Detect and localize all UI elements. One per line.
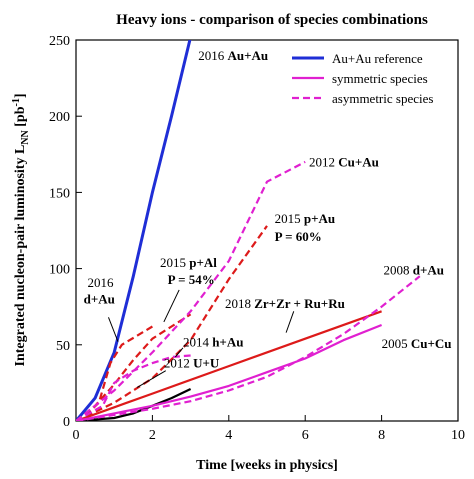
y-axis-label-unit: [pb bbox=[13, 106, 28, 130]
legend-label: Au+Au reference bbox=[332, 51, 423, 66]
x-tick-label: 6 bbox=[302, 428, 309, 443]
series-line-2014-h-au bbox=[76, 354, 191, 421]
annotation-label: 2012 Cu+Au bbox=[309, 154, 379, 169]
x-tick-label: 10 bbox=[451, 428, 465, 443]
plot-frame bbox=[75, 39, 459, 422]
y-tick-label: 100 bbox=[49, 263, 70, 278]
y-axis-label-subscript: NN bbox=[20, 129, 31, 144]
y-axis-label-main: Integrated nucleon-pair luminosity L bbox=[13, 145, 28, 367]
x-tick-label: 0 bbox=[73, 428, 80, 443]
y-axis-label-unit-close: ] bbox=[13, 93, 28, 98]
y-tick-label: 200 bbox=[49, 110, 70, 125]
annotation-label: 2014 h+Au bbox=[183, 334, 244, 349]
series-line-2005-cu-cu bbox=[76, 323, 383, 421]
series-line-2018-zr-zr-ru-ru bbox=[76, 310, 382, 421]
annotation-label: 2005 Cu+Cu bbox=[382, 336, 452, 351]
annotation-pointer bbox=[108, 317, 119, 342]
y-tick-label: 0 bbox=[63, 415, 70, 430]
annotation-pointer bbox=[174, 347, 184, 358]
y-axis-label-unit-exponent: -1 bbox=[11, 98, 22, 106]
x-axis-label: Time [weeks in physics] bbox=[196, 458, 338, 473]
annotation-label: P = 60% bbox=[275, 229, 322, 244]
legend-label: asymmetric species bbox=[332, 91, 433, 106]
annotation-label: 2012 U+U bbox=[164, 356, 220, 371]
y-axis-label: Integrated nucleon-pair luminosity LNN [… bbox=[11, 93, 31, 366]
series-line-2015-p-au bbox=[76, 225, 268, 421]
legend-label: symmetric species bbox=[332, 71, 428, 86]
annotation-pointer bbox=[163, 289, 180, 323]
chart-title: Heavy ions - comparison of species combi… bbox=[116, 12, 428, 28]
y-tick-label: 250 bbox=[49, 34, 70, 49]
y-tick-label: 50 bbox=[56, 339, 70, 354]
x-tick-label: 4 bbox=[225, 428, 232, 443]
annotation-pointer bbox=[285, 311, 295, 333]
annotation-label: 2015 p+Al bbox=[160, 255, 217, 270]
annotation-label: 2016 bbox=[87, 275, 114, 290]
series-line-2012-u-u bbox=[76, 388, 192, 421]
annotation-label: d+Au bbox=[84, 292, 115, 307]
annotation-label: 2018 Zr+Zr + Ru+Ru bbox=[225, 296, 345, 311]
series-line-2016-au-au bbox=[76, 40, 192, 421]
series-line-2012-cu-au bbox=[76, 160, 306, 421]
annotation-label: P = 54% bbox=[168, 272, 215, 287]
annotation-label: 2016 Au+Au bbox=[198, 48, 268, 63]
y-tick-label: 150 bbox=[49, 186, 70, 201]
series-group bbox=[76, 40, 421, 421]
legend: Au+Au reference symmetric species asymmetr… bbox=[292, 51, 433, 106]
x-tick-label: 8 bbox=[378, 428, 385, 443]
annotation-label: 2008 d+Au bbox=[384, 263, 445, 278]
annotation-label: 2015 p+Au bbox=[275, 211, 336, 226]
series-line-2008-d-au bbox=[76, 275, 421, 421]
x-tick-label: 2 bbox=[149, 428, 156, 443]
annotation-pointer bbox=[136, 370, 167, 388]
